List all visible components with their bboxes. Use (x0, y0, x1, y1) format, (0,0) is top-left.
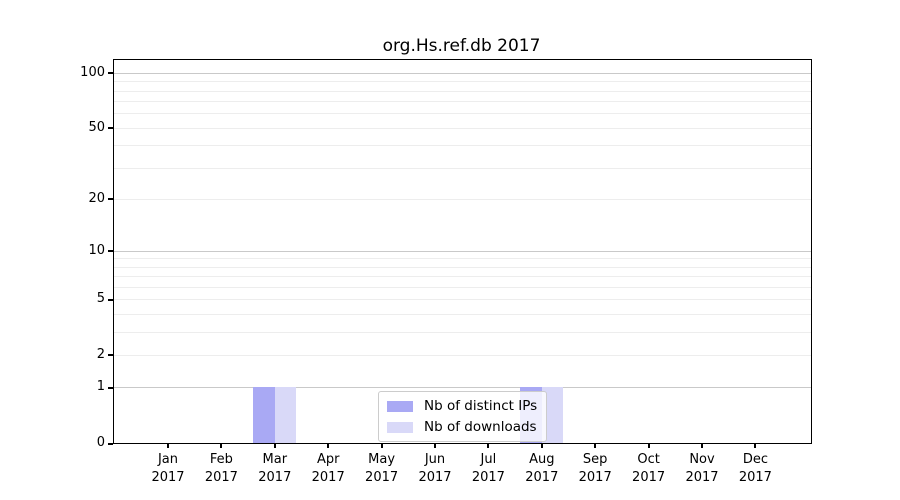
y-tick-mark (108, 198, 113, 201)
y-axis-tick-label: 5 (96, 291, 105, 307)
x-tick-month: Jul (480, 452, 497, 467)
gridline-minor (114, 354, 811, 356)
gridline-minor (114, 167, 811, 169)
x-axis-tick-label: Sep 2017 (563, 451, 627, 487)
x-tick-year: 2017 (632, 470, 666, 485)
x-axis-tick-label: Jul 2017 (456, 451, 520, 487)
y-tick-mark (108, 298, 113, 301)
x-tick-month: Sep (582, 452, 608, 467)
y-axis-tick-label: 0 (96, 435, 105, 450)
y-axis-tick-label: 50 (88, 119, 105, 135)
x-tick-month: Jan (157, 452, 179, 467)
x-tick-year: 2017 (365, 470, 399, 485)
x-tick-year: 2017 (151, 470, 185, 485)
x-tick-year: 2017 (311, 470, 345, 485)
x-tick-month: May (368, 452, 396, 467)
bar-distinct-ips (253, 387, 275, 443)
gridline-minor (114, 331, 811, 333)
gridline-minor (114, 299, 811, 301)
x-tick-mark (594, 443, 597, 448)
y-tick-mark (108, 386, 113, 389)
x-tick-month: Aug (529, 452, 555, 467)
x-tick-year: 2017 (685, 470, 719, 485)
legend-entry: Nb of distinct IPs (387, 398, 537, 414)
chart-title: org.Hs.ref.db 2017 (382, 36, 541, 56)
y-axis-tick-label: 10 (88, 242, 105, 258)
gridline-minor (114, 198, 811, 200)
x-tick-month: Dec (742, 452, 768, 467)
y-tick-mark (108, 72, 113, 75)
x-tick-year: 2017 (578, 470, 612, 485)
legend-swatch (387, 421, 413, 433)
x-axis-tick-label: Dec 2017 (723, 451, 787, 487)
gridline-minor (114, 286, 811, 288)
x-tick-mark (540, 443, 543, 448)
x-tick-mark (327, 443, 330, 448)
x-tick-year: 2017 (471, 470, 505, 485)
y-axis-tick-label: 20 (88, 190, 105, 206)
gridline-major (114, 387, 811, 389)
gridline-major (114, 72, 811, 74)
y-tick-mark (108, 354, 113, 357)
x-tick-year: 2017 (525, 470, 559, 485)
x-tick-mark (167, 443, 169, 448)
legend-entry: Nb of downloads (387, 419, 537, 435)
legend-swatch (387, 400, 413, 412)
gridline-minor (114, 313, 811, 315)
x-tick-month: Feb (209, 452, 233, 467)
legend-label: Nb of downloads (424, 419, 537, 435)
plot-area: 0 1 2 5 10 20 50 100 Jan 2017 Feb 2017 Mar 2017 Apr 201… (80, 59, 812, 485)
y-tick-mark (108, 127, 113, 130)
x-tick-year: 2017 (204, 470, 238, 485)
x-tick-mark (487, 443, 490, 448)
y-axis-tick-label: 2 (96, 346, 105, 362)
bar-downloads (274, 387, 297, 443)
x-axis-tick-label: Jun 2017 (403, 451, 467, 487)
y-axis-tick-label: 100 (80, 64, 105, 80)
gridline-minor (114, 127, 811, 129)
x-tick-year: 2017 (258, 470, 292, 485)
x-axis-tick-label: Aug 2017 (510, 451, 574, 487)
gridline-minor (114, 258, 811, 260)
x-tick-mark (647, 443, 650, 448)
gridline-minor (114, 145, 811, 147)
gridline-minor (114, 81, 811, 83)
x-axis-tick-label: Nov 2017 (670, 451, 734, 487)
x-tick-mark (380, 443, 383, 448)
gridline-major (114, 250, 811, 252)
x-axis-tick-label: Feb 2017 (189, 451, 253, 487)
y-tick-mark (108, 442, 113, 445)
x-axis-tick-label: Mar 2017 (243, 451, 307, 487)
gridline-minor (114, 113, 811, 115)
y-tick-mark (108, 250, 113, 253)
gridline-minor (114, 276, 811, 278)
gridline-minor (114, 101, 811, 103)
x-tick-mark (220, 443, 223, 448)
x-tick-year: 2017 (738, 470, 772, 485)
x-tick-mark (701, 443, 703, 448)
x-axis-tick-label: Jan 2017 (136, 451, 200, 487)
x-tick-month: Nov (689, 452, 715, 467)
legend: Nb of distinct IPs Nb of downloads (378, 391, 548, 442)
x-axis-tick-label: Oct 2017 (617, 451, 681, 487)
x-tick-year: 2017 (418, 470, 452, 485)
gridline-minor (114, 266, 811, 268)
gridline-minor (114, 90, 811, 92)
x-tick-mark (273, 443, 276, 448)
x-tick-mark (754, 443, 757, 448)
legend-label: Nb of distinct IPs (424, 398, 538, 414)
x-axis-tick-label: Apr 2017 (296, 451, 360, 487)
x-tick-month: Oct (637, 452, 660, 467)
y-axis-tick-label: 1 (96, 379, 105, 395)
x-tick-mark (434, 443, 436, 448)
x-axis-tick-label: May 2017 (350, 451, 414, 487)
bar-downloads (541, 387, 564, 443)
x-tick-month: Jun (424, 452, 446, 467)
x-tick-month: Apr (316, 452, 340, 467)
x-tick-month: Mar (262, 452, 288, 467)
